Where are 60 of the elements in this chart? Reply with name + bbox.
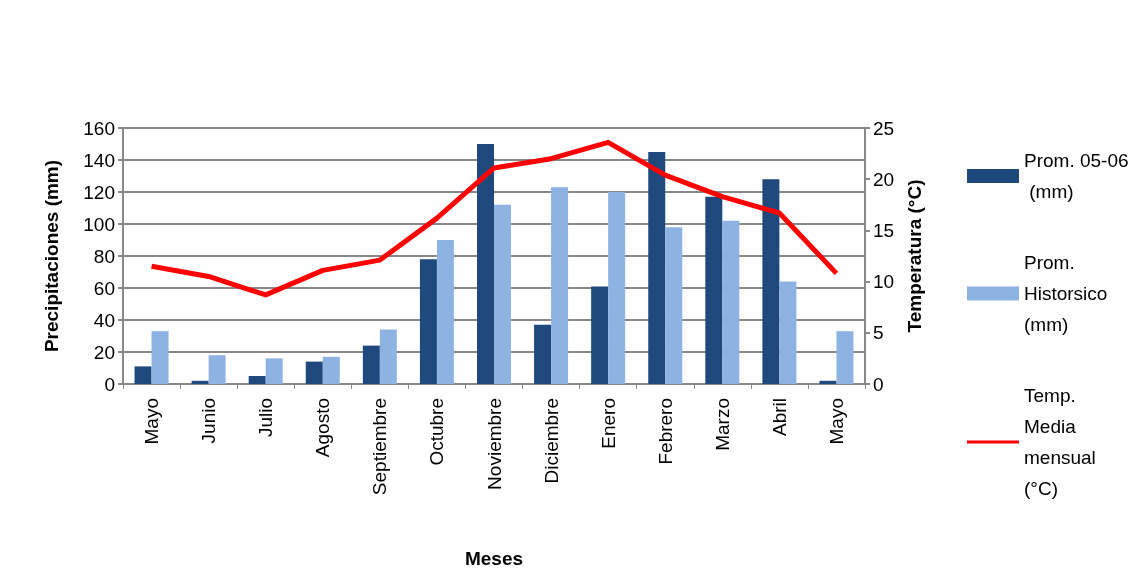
y2-tick-label: 15: [873, 219, 895, 241]
bar: [419, 259, 437, 384]
x-tick-label: Abril: [768, 398, 790, 437]
bar: [151, 331, 169, 384]
bar: [762, 179, 780, 384]
bar: [819, 380, 837, 384]
legend-label: Prom. Historsico (mm): [1024, 252, 1113, 335]
x-tick-label: Septiembre: [369, 398, 391, 496]
bar: [722, 220, 740, 384]
y-tick-label: 20: [93, 341, 115, 363]
bar: [705, 196, 723, 384]
y-tick-label: 120: [83, 181, 115, 203]
bar: [362, 345, 380, 384]
bar: [305, 361, 323, 384]
y2-tick-label: 5: [873, 322, 884, 344]
x-tick-label: Junio: [198, 398, 220, 444]
bar: [608, 192, 626, 384]
y-tick-label: 160: [83, 117, 115, 139]
y2-tick-label: 20: [873, 168, 895, 190]
x-tick-label: Marzo: [711, 398, 733, 451]
x-axis-title: Meses: [464, 548, 524, 569]
y-tick-label: 40: [93, 309, 115, 331]
y2-axis-title: Temperatura (°C): [904, 179, 926, 333]
bar: [836, 331, 854, 384]
bar: [534, 324, 552, 384]
bar: [551, 187, 569, 384]
bar: [436, 240, 454, 384]
y-tick-label: 140: [83, 149, 115, 171]
y2-tick-label: 10: [873, 271, 895, 293]
x-tick-label: Mayo: [825, 398, 847, 445]
x-tick-label: Febrero: [654, 398, 676, 465]
bar: [191, 380, 209, 384]
y2-tick-label: 0: [873, 373, 884, 395]
x-tick-label: Julio: [255, 398, 277, 438]
bar: [665, 227, 683, 384]
x-tick-label: Mayo: [141, 398, 163, 445]
bar: [248, 376, 266, 384]
bar: [494, 204, 511, 384]
bar: [477, 144, 494, 384]
bar: [208, 355, 226, 384]
bar: [379, 329, 397, 384]
bar: [591, 286, 609, 384]
bar: [265, 358, 283, 384]
y2-tick-label: 25: [873, 117, 895, 139]
bar: [322, 356, 340, 384]
y-tick-label: 100: [83, 213, 115, 235]
y-tick-label: 0: [104, 373, 115, 395]
bar: [648, 152, 666, 384]
x-tick-label: Octubre: [426, 398, 448, 466]
legend-label: Temp. Media mensual (°C): [1024, 385, 1102, 499]
x-tick-label: Agosto: [312, 398, 334, 458]
y-tick-label: 80: [93, 245, 115, 267]
legend-label: Prom. 05-06 (mm): [1024, 150, 1129, 202]
y-axis-title: Precipitaciones (mm): [41, 159, 62, 353]
x-tick-label: Noviembre: [483, 398, 505, 490]
x-tick-label: Diciembre: [540, 398, 562, 484]
x-tick-label: Enero: [597, 398, 619, 449]
y-tick-label: 60: [93, 277, 115, 299]
bar: [779, 281, 797, 384]
bar: [134, 366, 152, 384]
